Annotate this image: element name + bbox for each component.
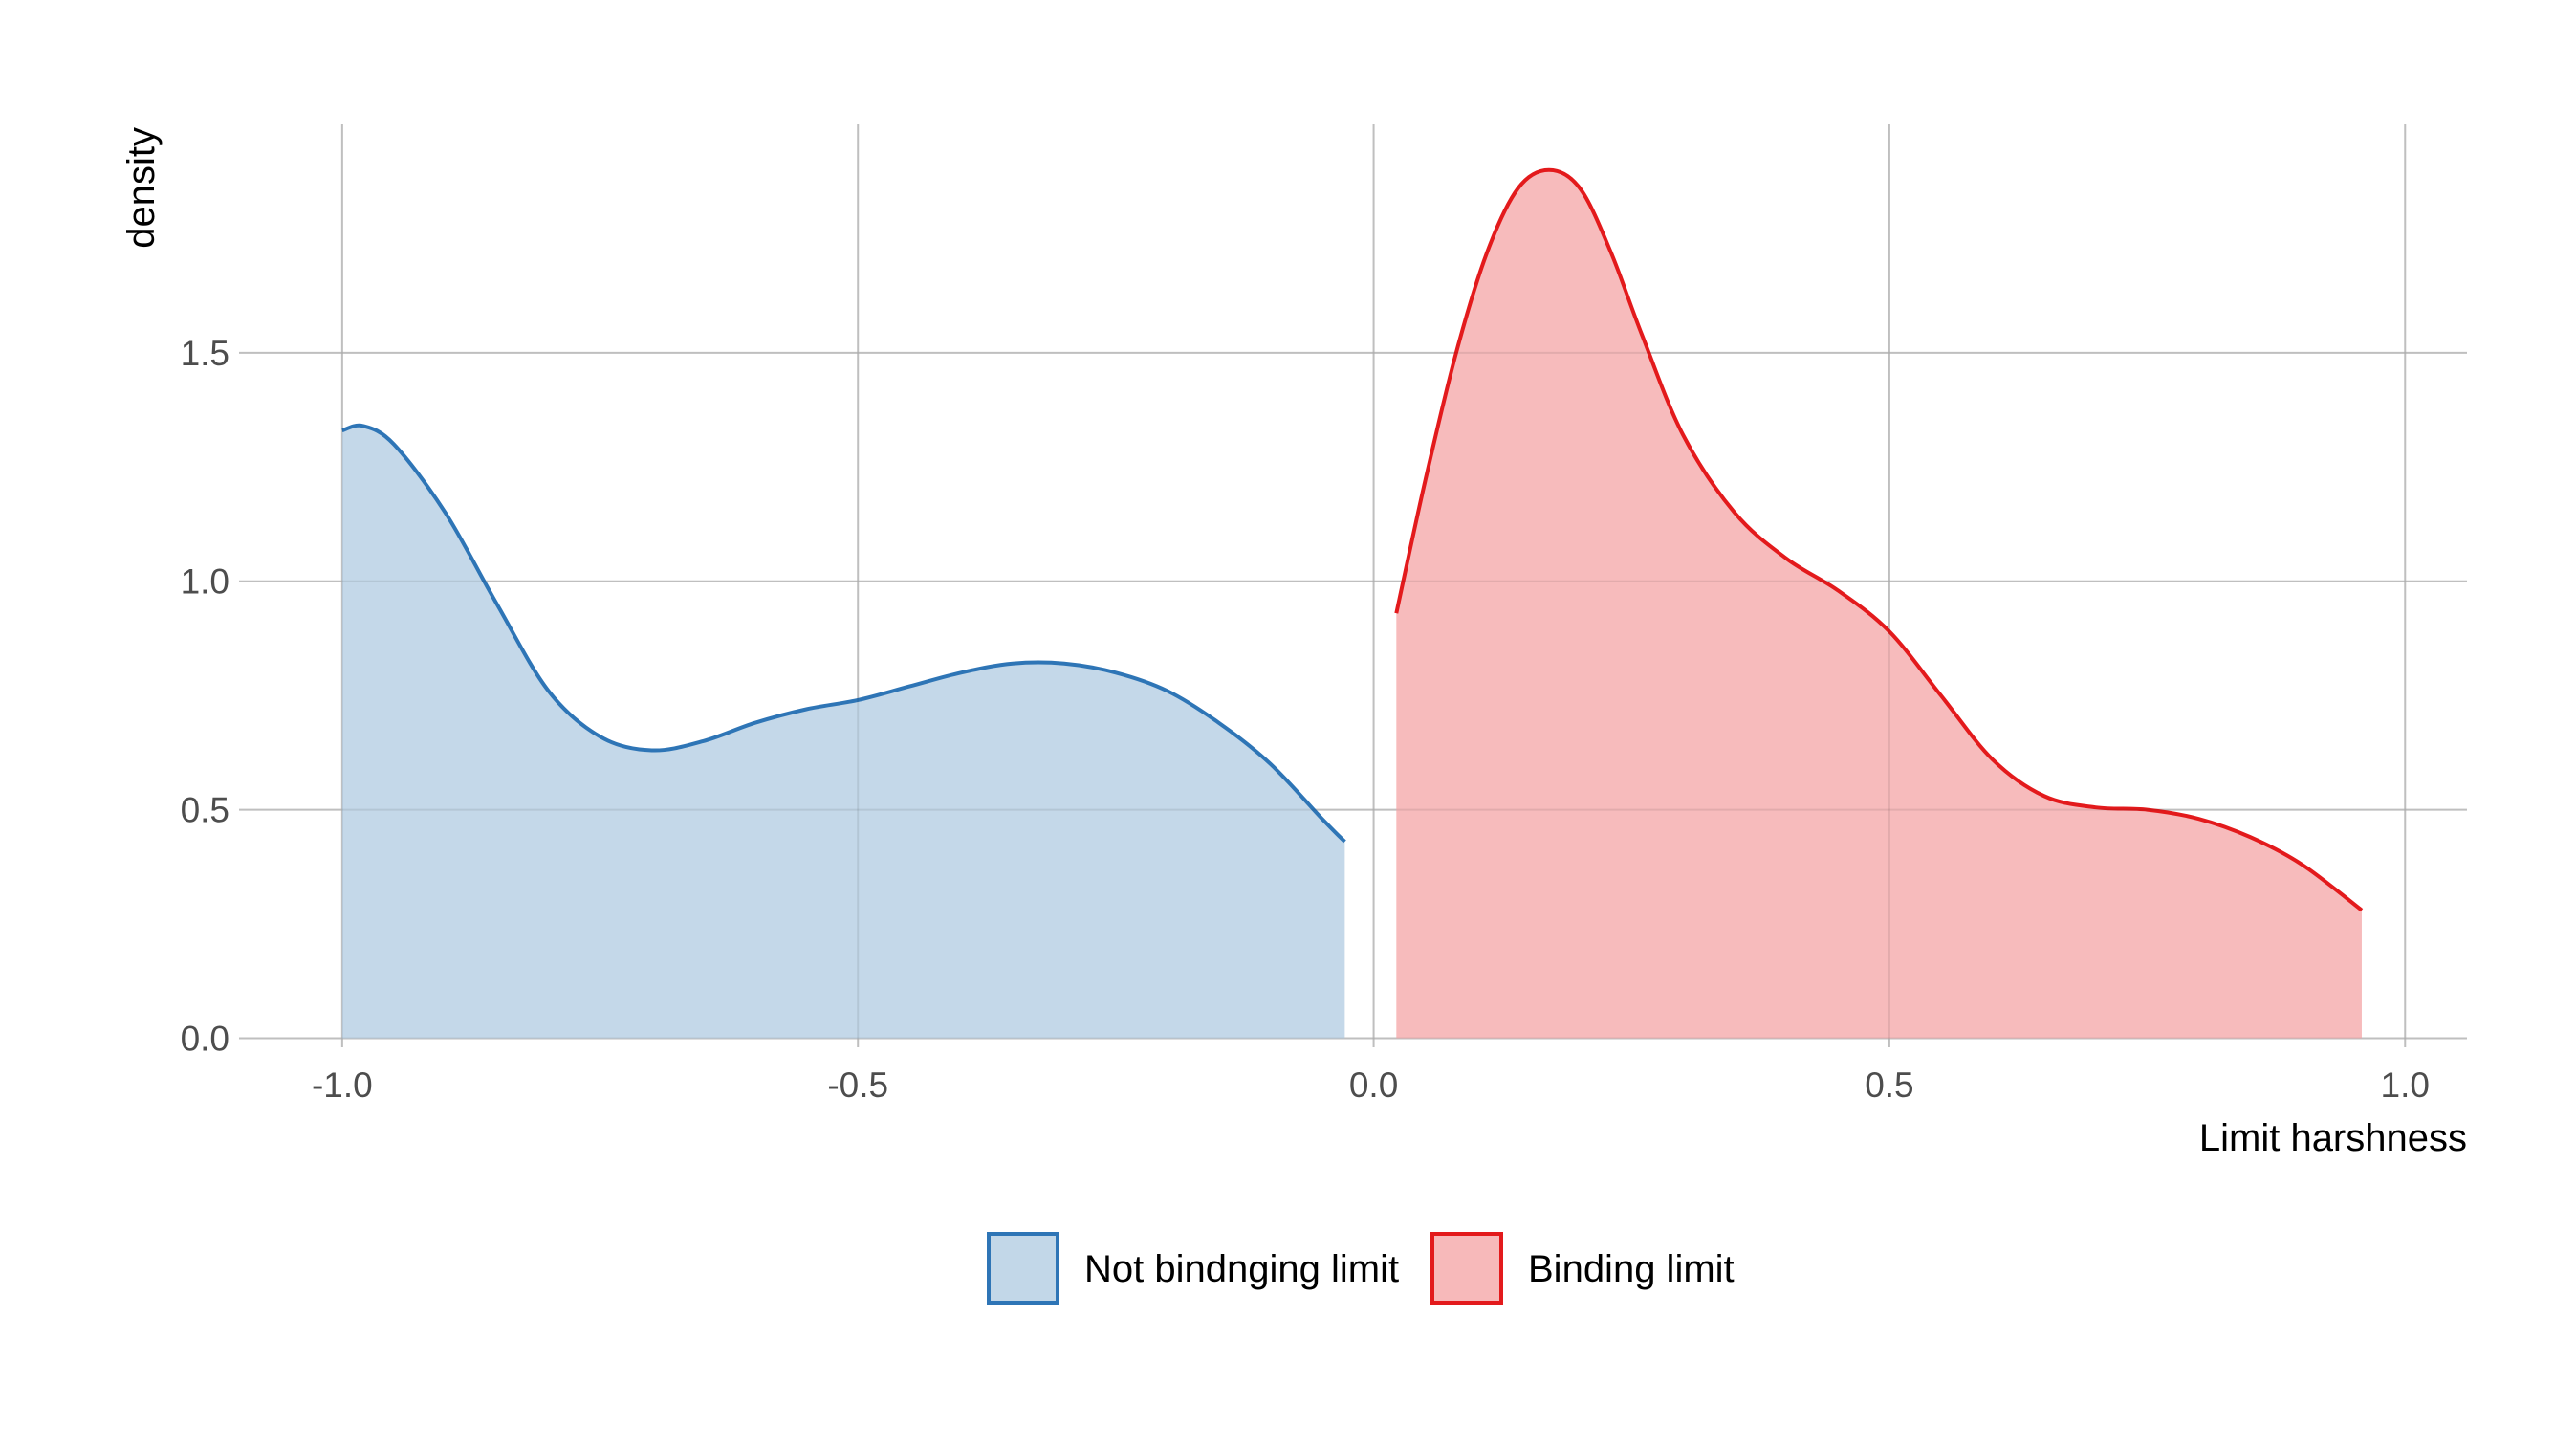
- density-areas: [239, 124, 2467, 1047]
- legend-key-0: [987, 1232, 1059, 1305]
- x-tick-label: 1.0: [2381, 1065, 2430, 1105]
- y-tick-label: 1.0: [181, 562, 229, 602]
- legend-key-1: [1430, 1232, 1503, 1305]
- x-tick-labels: -1.0 -0.5 0.0 0.5 1.0: [312, 1065, 2430, 1105]
- legend-label-0: Not bindnging limit: [1084, 1248, 1399, 1290]
- legend: Not bindnging limit Binding limit: [987, 1232, 1735, 1305]
- series-0-line: [341, 423, 1346, 844]
- x-tick-label: -0.5: [827, 1065, 888, 1105]
- legend-label-1: Binding limit: [1528, 1248, 1735, 1290]
- y-axis-title: density: [120, 127, 163, 249]
- x-tick-label: 0.5: [1865, 1065, 1913, 1105]
- x-tick-label: -1.0: [312, 1065, 373, 1105]
- x-axis-title: Limit harshness: [2199, 1117, 2467, 1159]
- y-tick-label: 0.0: [181, 1019, 229, 1058]
- y-tick-label: 1.5: [181, 334, 229, 373]
- y-tick-label: 0.5: [181, 791, 229, 830]
- series-0-area: [341, 425, 1345, 1039]
- series-1-line: [1394, 167, 2364, 912]
- series-1-area: [1396, 169, 2362, 1039]
- x-tick-label: 0.0: [1349, 1065, 1398, 1105]
- y-tick-labels: 0.0 0.5 1.0 1.5: [181, 334, 229, 1059]
